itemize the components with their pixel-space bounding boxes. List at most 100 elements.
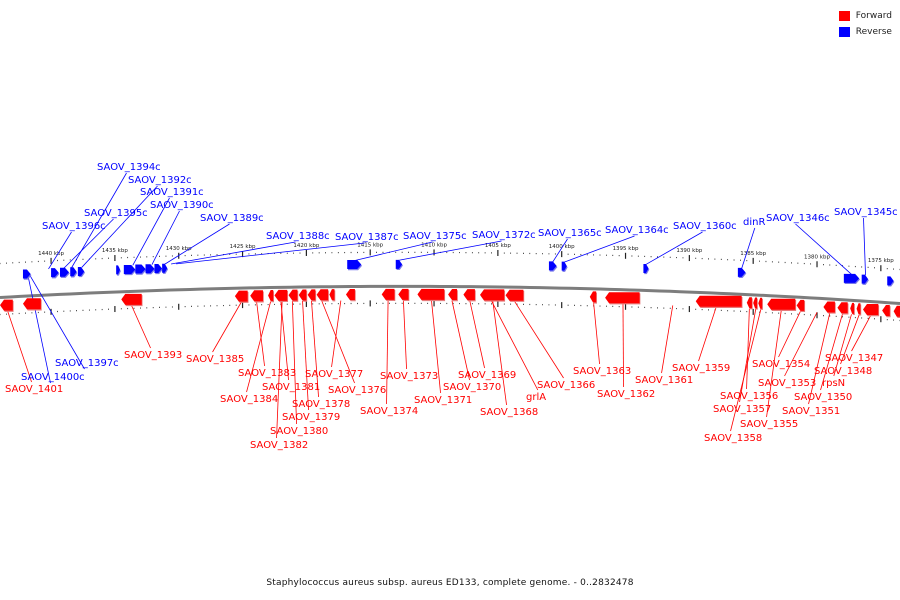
forward-gene-label[interactable]: SAOV_1347	[825, 353, 883, 364]
reverse-gene[interactable]	[77, 266, 86, 278]
forward-gene-label[interactable]: SAOV_1379	[282, 412, 340, 423]
reverse-gene-label[interactable]: SAOV_1372c	[472, 230, 536, 241]
reverse-gene-label[interactable]: SAOV_1395c	[84, 208, 148, 219]
reverse-gene-label[interactable]: SAOV_1397c	[55, 358, 119, 369]
forward-gene-label[interactable]: SAOV_1383	[238, 368, 296, 379]
forward-gene[interactable]	[695, 295, 743, 308]
forward-gene-label[interactable]: SAOV_1373	[380, 371, 438, 382]
forward-gene-label[interactable]: SAOV_1348	[814, 366, 872, 377]
forward-gene-label[interactable]: SAOV_1381	[262, 382, 320, 393]
reverse-gene[interactable]	[843, 273, 860, 285]
reverse-gene-label[interactable]: SAOV_1388c	[266, 231, 330, 242]
reverse-gene-label[interactable]: SAOV_1360c	[673, 221, 737, 232]
reverse-gene[interactable]	[548, 261, 558, 272]
forward-gene-label[interactable]: SAOV_1374	[360, 406, 418, 417]
forward-gene[interactable]	[307, 289, 317, 302]
reverse-gene[interactable]	[60, 267, 70, 278]
reverse-gene-label[interactable]: SAOV_1346c	[766, 213, 830, 224]
forward-gene[interactable]	[381, 288, 396, 302]
forward-gene-label[interactable]: SAOV_1361	[635, 375, 693, 386]
forward-gene[interactable]	[22, 298, 42, 311]
forward-gene[interactable]	[862, 304, 880, 317]
forward-gene-label[interactable]: SAOV_1382	[250, 440, 308, 451]
forward-gene[interactable]	[121, 293, 143, 307]
forward-gene-label[interactable]: grlA	[526, 392, 546, 403]
reverse-gene-label[interactable]: SAOV_1345c	[834, 207, 898, 218]
forward-gene[interactable]	[856, 303, 862, 316]
forward-gene[interactable]	[767, 298, 797, 311]
reverse-gene[interactable]	[561, 261, 568, 272]
forward-gene-label[interactable]: SAOV_1355	[740, 419, 798, 430]
forward-gene-label[interactable]: SAOV_1371	[414, 395, 472, 406]
reverse-gene[interactable]	[145, 264, 156, 275]
reverse-gene[interactable]	[123, 264, 137, 276]
reverse-gene-label[interactable]: SAOV_1365c	[538, 228, 602, 239]
reverse-gene-label[interactable]: SAOV_1396c	[42, 221, 106, 232]
reverse-gene[interactable]	[861, 274, 869, 285]
forward-gene-label[interactable]: SAOV_1363	[573, 366, 631, 377]
reverse-gene[interactable]	[51, 268, 60, 279]
reverse-gene[interactable]	[154, 263, 163, 275]
forward-gene[interactable]	[850, 302, 855, 316]
reverse-gene[interactable]	[116, 265, 121, 276]
forward-gene[interactable]	[893, 305, 900, 318]
reverse-gene[interactable]	[135, 264, 147, 275]
forward-gene-label[interactable]: SAOV_1393	[124, 350, 182, 361]
reverse-gene-label[interactable]: SAOV_1390c	[150, 200, 214, 211]
forward-gene[interactable]	[448, 289, 458, 302]
forward-gene-label[interactable]: SAOV_1380	[270, 426, 328, 437]
forward-gene[interactable]	[480, 289, 506, 302]
legend-forward[interactable]: Forward	[838, 8, 892, 24]
forward-gene-label[interactable]: SAOV_1369	[458, 370, 516, 381]
reverse-gene[interactable]	[395, 259, 403, 271]
reverse-gene[interactable]	[737, 267, 747, 279]
forward-gene-label[interactable]: SAOV_1358	[704, 433, 762, 444]
forward-gene[interactable]	[753, 297, 758, 310]
forward-gene-label[interactable]: SAOV_1385	[186, 354, 244, 365]
reverse-gene-label[interactable]: SAOV_1364c	[605, 225, 669, 236]
reverse-gene[interactable]	[22, 269, 32, 280]
forward-gene-label[interactable]: SAOV_1354	[752, 359, 810, 370]
forward-gene-label[interactable]: SAOV_1366	[537, 380, 595, 391]
forward-gene[interactable]	[837, 302, 849, 315]
forward-gene[interactable]	[398, 288, 410, 302]
forward-gene[interactable]	[234, 290, 249, 303]
forward-gene-label[interactable]: SAOV_1350	[794, 392, 852, 403]
reverse-gene[interactable]	[70, 267, 78, 278]
forward-gene[interactable]	[288, 289, 299, 302]
forward-gene[interactable]	[746, 297, 753, 310]
reverse-gene-label[interactable]: SAOV_1394c	[97, 162, 161, 173]
reverse-gene[interactable]	[643, 263, 650, 275]
forward-gene-label[interactable]: SAOV_1368	[480, 407, 538, 418]
forward-gene[interactable]	[250, 290, 264, 303]
forward-gene[interactable]	[0, 299, 14, 312]
reverse-gene-label[interactable]: SAOV_1400c	[21, 372, 85, 383]
forward-gene-label[interactable]: SAOV_1351	[782, 406, 840, 417]
forward-gene-label[interactable]: SAOV_1401	[5, 384, 63, 395]
forward-gene-label[interactable]: SAOV_1377	[305, 369, 363, 380]
forward-gene-label[interactable]: SAOV_1359	[672, 363, 730, 374]
forward-gene[interactable]	[758, 297, 763, 310]
reverse-gene-label[interactable]: dinR	[743, 217, 765, 228]
forward-gene[interactable]	[605, 292, 641, 305]
forward-gene[interactable]	[274, 289, 289, 303]
forward-gene[interactable]	[329, 289, 336, 302]
forward-gene[interactable]	[589, 291, 597, 304]
forward-gene[interactable]	[268, 290, 274, 303]
reverse-gene-label[interactable]: SAOV_1387c	[335, 232, 399, 243]
reverse-gene-label[interactable]: SAOV_1375c	[403, 231, 467, 242]
legend-reverse[interactable]: Reverse	[838, 24, 892, 40]
forward-gene[interactable]	[345, 289, 356, 302]
reverse-gene-label[interactable]: SAOV_1389c	[200, 213, 264, 224]
forward-gene[interactable]	[298, 289, 308, 302]
forward-gene-label[interactable]: SAOV_1357	[713, 404, 771, 415]
forward-gene[interactable]	[882, 305, 891, 318]
forward-gene-label[interactable]: SAOV_1362	[597, 389, 655, 400]
reverse-gene-label[interactable]: SAOV_1391c	[140, 187, 204, 198]
reverse-gene[interactable]	[347, 259, 363, 271]
forward-gene-label[interactable]: SAOV_1384	[220, 394, 278, 405]
forward-gene-label[interactable]: SAOV_1353	[758, 378, 816, 389]
reverse-gene[interactable]	[162, 263, 169, 274]
forward-gene[interactable]	[316, 289, 329, 302]
forward-gene-label[interactable]: SAOV_1370	[443, 382, 501, 393]
